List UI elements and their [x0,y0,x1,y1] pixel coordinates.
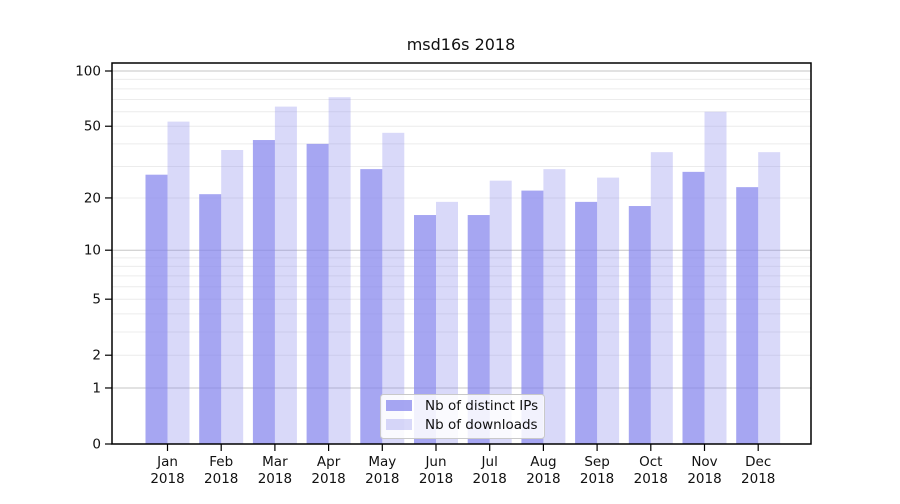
bar-downloads-jan [167,121,190,444]
legend-swatch-distinct-ips [386,400,412,411]
y-axis-tick-label: 5 [92,292,101,308]
x-axis-tick-label-month: Dec [745,454,771,470]
legend-label-distinct-ips: Nb of distinct IPs [425,398,538,414]
y-axis-tick-label: 100 [75,64,101,80]
x-axis-tick-label-year: 2018 [473,471,507,487]
x-axis-tick-label-month: May [368,454,396,470]
bar-distinct-ips-sep [575,201,598,444]
x-axis-tick-label-year: 2018 [741,471,775,487]
bar-downloads-mar [274,106,297,444]
x-axis-tick-label-year: 2018 [311,471,345,487]
x-axis-tick-label-month: Aug [530,454,556,470]
x-axis-tick-label-year: 2018 [258,471,292,487]
x-axis-tick-label-year: 2018 [634,471,668,487]
bar-distinct-ips-jul [467,215,490,444]
x-axis-tick-label-year: 2018 [580,471,614,487]
y-axis-tick-label: 2 [92,348,101,364]
bar-distinct-ips-jan [145,174,168,444]
x-axis-tick-label-month: Oct [639,454,662,470]
x-axis-tick-label-month: Jul [481,454,498,470]
x-axis-tick-label-year: 2018 [687,471,721,487]
bar-downloads-dec [758,152,781,444]
x-axis-tick-label-year: 2018 [150,471,184,487]
y-axis-tick-label: 20 [84,190,101,206]
plot-area: 0125102050100Jan2018Feb2018Mar2018Apr201… [75,62,812,487]
bar-distinct-ips-oct [628,206,651,444]
bar-distinct-ips-jun [414,215,436,444]
bar-downloads-feb [221,150,244,444]
x-axis-tick-label-month: Mar [262,454,288,470]
chart-title: msd16s 2018 [407,35,516,54]
x-axis-tick-label-month: Jan [156,454,178,470]
x-axis-tick-label-month: Sep [584,454,609,470]
bar-downloads-nov [704,111,727,444]
bar-downloads-oct [650,152,673,444]
x-axis-tick-label-month: Jun [424,454,446,470]
x-axis-tick-label-month: Apr [317,454,341,470]
bar-distinct-ips-apr [306,143,329,444]
legend-swatch-downloads [386,419,412,430]
bar-distinct-ips-feb [199,194,222,444]
y-axis-tick-label: 50 [84,119,101,135]
bar-downloads-aug [543,169,566,444]
bar-downloads-apr [328,97,351,444]
y-axis-tick-label: 10 [84,243,101,259]
bar-downloads-jun [436,201,458,444]
legend: Nb of distinct IPs Nb of downloads [380,394,545,439]
bar-downloads-may [382,132,405,444]
plot-border [111,62,812,445]
y-axis-tick-label: 1 [92,380,101,396]
x-axis-tick-label-year: 2018 [365,471,399,487]
x-axis-tick-label-month: Feb [209,454,233,470]
bar-distinct-ips-may [360,169,383,444]
bar-distinct-ips-mar [252,140,275,444]
bar-distinct-ips-dec [736,187,759,445]
y-axis-tick-label: 0 [92,437,101,453]
legend-box [380,394,545,439]
bar-distinct-ips-nov [682,171,705,444]
x-axis-tick-label-month: Nov [691,454,717,470]
bar-downloads-sep [597,177,620,444]
bar-downloads-jul [489,180,512,444]
x-axis-tick-label-year: 2018 [419,471,453,487]
bar-distinct-ips-aug [521,190,544,444]
legend-label-downloads: Nb of downloads [425,417,538,433]
x-axis-tick-label-year: 2018 [526,471,560,487]
x-axis-tick-label-year: 2018 [204,471,238,487]
